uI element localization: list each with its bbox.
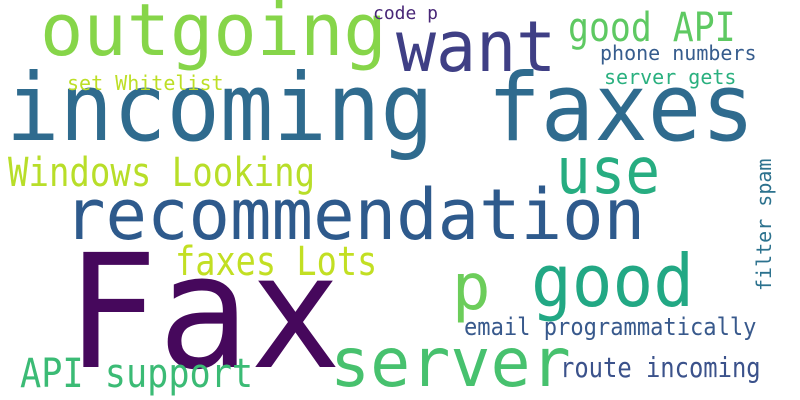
- word-server: server: [330, 324, 571, 400]
- word-want: want: [396, 6, 557, 88]
- word-outgoing: outgoing: [40, 0, 387, 72]
- word-api-support: API support: [20, 351, 254, 397]
- word-windows-looking: Windows Looking: [8, 150, 316, 196]
- word-server-gets: server gets: [604, 65, 737, 89]
- word-recommendation: recommendation: [64, 174, 646, 256]
- word-use: use: [556, 135, 661, 209]
- word-code-p: code p: [373, 3, 439, 24]
- word-fax: Fax: [66, 221, 342, 400]
- word-phone-numbers: phone numbers: [600, 41, 757, 65]
- word-email-programmatically: email programmatically: [464, 313, 757, 341]
- word-incoming-faxes: incoming faxes: [6, 54, 755, 163]
- word-good: good: [531, 239, 694, 323]
- word-good-api: good API: [568, 5, 736, 51]
- word-faxes-lots: faxes Lots: [175, 239, 378, 285]
- word-set-whitelist: set Whitelist: [67, 71, 224, 95]
- word-route-incoming: route incoming: [560, 351, 761, 384]
- word-filter-spam: filter spam: [752, 158, 776, 291]
- word-p: p: [452, 251, 491, 325]
